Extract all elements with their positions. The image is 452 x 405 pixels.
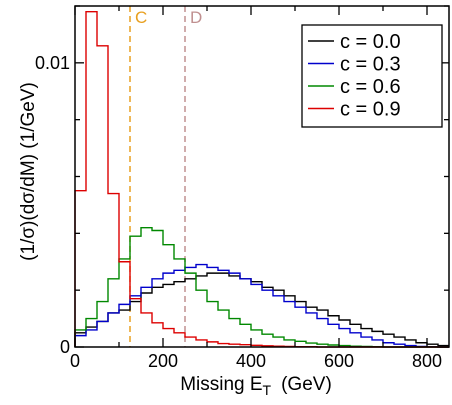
legend-label: c = 0.6 [340,76,401,98]
x-axis-label-subscript: T [263,382,272,398]
y-axis-label: (1/σ)(dσ/dM) (1/GeV) [18,82,39,261]
legend-label: c = 0.9 [340,99,401,121]
marker-label-c: C [135,8,147,27]
legend-label: c = 0.3 [340,54,401,76]
y-tick-label: 0.01 [35,53,70,73]
legend-label: c = 0.0 [340,31,401,53]
x-axis-label-unit: (GeV) [281,374,332,395]
y-tick-label: 0 [60,337,70,357]
x-axis-label-main: Missing E [180,374,262,395]
x-tick-label: 0 [70,351,80,371]
series-line-1 [74,263,449,348]
axis-ticks: 0 200 400 600 800 0 0.01 [35,5,449,371]
x-axis-label: Missing ET (GeV) [180,374,332,398]
x-tick-label: 800 [412,351,442,371]
x-tick-label: 400 [236,351,266,371]
x-tick-label: 200 [148,351,178,371]
legend-box [301,24,443,128]
x-tick-label: 600 [324,351,354,371]
legend: c = 0.0c = 0.3c = 0.6c = 0.9 [301,24,443,128]
marker-label-d: D [190,8,202,27]
